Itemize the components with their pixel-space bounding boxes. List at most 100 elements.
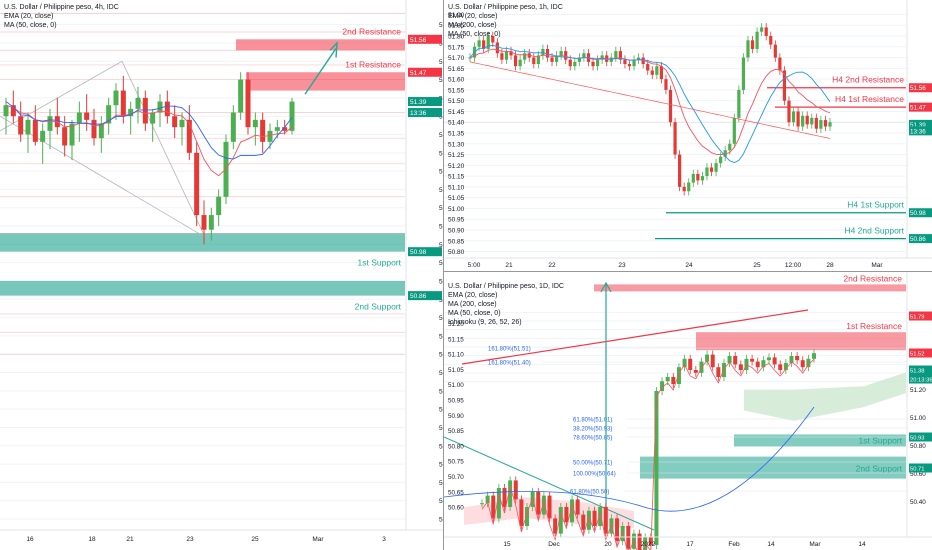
price-tag-1d [909, 348, 932, 358]
y-tick-1d-left: 51.15 [448, 336, 464, 343]
candle-body-1h [746, 40, 750, 58]
candle-body-4h [142, 97, 148, 124]
resistance-zone-label-1d: 1st Resistance [846, 321, 902, 331]
candle-body-4h [208, 215, 214, 230]
candle-body-1d [750, 358, 755, 362]
candle-body-1d [496, 488, 501, 519]
chart-1h-svg[interactable]: H4 2nd Resistance H4 1st Resistance H4 1st… [444, 0, 932, 271]
price-tag-4h [408, 97, 442, 107]
candle-body-4h [69, 123, 75, 146]
panel-divider-vertical[interactable] [443, 0, 444, 550]
y-tick-1h-left: 51.90 [448, 12, 465, 19]
chart-1h-panel[interactable]: H4 2nd Resistance H4 1st Resistance H4 1st… [444, 0, 932, 271]
candle-body-1h [737, 89, 741, 118]
resistance-zone-1d [696, 332, 906, 351]
trendline-green-1d [444, 436, 655, 531]
resistance-line-label-1h: H4 2nd Resistance [832, 75, 904, 85]
chart-1d-panel[interactable]: 2nd Resistance 1st Resistance 1st Support 2… [444, 272, 932, 550]
candle-body-1h [609, 57, 613, 62]
candle-body-1h [673, 122, 677, 155]
candle-body-4h [40, 130, 46, 142]
fib-label-1d: 38.20%(50.93) [573, 427, 612, 433]
candle-body-1h [678, 154, 682, 187]
x-tick-1d: Feb [728, 541, 740, 548]
chart-1d-svg[interactable]: 2nd Resistance 1st Resistance 1st Support 2… [444, 272, 932, 550]
chart-4h-svg[interactable]: 2nd Resistance 1st Resistance 1st Support 2… [0, 0, 443, 550]
y-tick-1h-left: 50.95 [448, 217, 465, 224]
candle-body-1h [814, 117, 818, 129]
candle-body-1h [559, 51, 563, 56]
candle-body-1h [486, 36, 490, 49]
candle-body-1d [761, 360, 766, 368]
candle-body-1h [632, 59, 636, 67]
y-tick-4h: 50.25 [439, 517, 443, 524]
x-tick-1h: Mar [871, 262, 883, 269]
x-tick-1d: Mar [809, 541, 821, 548]
candle-body-1h [614, 51, 618, 58]
fib-label-1d: 61.80%(51.01) [573, 418, 612, 424]
candle-body-1d [676, 367, 681, 384]
ma-line-1d [444, 406, 815, 512]
resistance-zone-1d [594, 284, 906, 292]
trendline-4h [121, 61, 206, 238]
y-tick-4h: 50.95 [439, 260, 443, 267]
price-tag-4h [408, 34, 442, 44]
price-tag-1h [909, 126, 932, 136]
candle-body-1d [716, 367, 721, 377]
y-tick-4h: 51.35 [439, 114, 443, 121]
candle-body-1h [564, 51, 568, 60]
y-tick-1h-left: 50.80 [448, 249, 465, 256]
y-tick-1h-left: 51.40 [448, 120, 465, 127]
price-tag-text-1d: 50.71 [910, 467, 925, 473]
x-tick-1h: 24 [685, 262, 693, 269]
y-tick-4h: 50.50 [439, 425, 443, 432]
panel-divider-horizontal[interactable] [444, 271, 932, 272]
candle-body-1d [603, 507, 608, 534]
candle-body-1h [523, 53, 527, 60]
candle-body-1h [664, 79, 668, 90]
candle-body-1d [575, 499, 580, 515]
candle-body-1d [778, 364, 783, 370]
y-tick-4h: 50.90 [439, 278, 443, 285]
price-tag-1h [909, 102, 932, 112]
ichimoku-cloud-1d [744, 372, 906, 421]
y-tick-1h-left: 51.50 [448, 98, 465, 105]
price-tag-text-1d: 51.38 [910, 369, 925, 375]
candle-body-1d [547, 495, 552, 519]
x-tick-1d: 14 [858, 541, 866, 548]
y-tick-1h-left: 51.25 [448, 152, 465, 159]
y-tick-4h: 50.55 [439, 407, 443, 414]
candle-body-4h [201, 215, 207, 230]
x-tick-1d: 15 [503, 541, 511, 548]
candle-body-4h [150, 112, 156, 124]
candle-body-1d [525, 507, 530, 526]
candle-body-4h [25, 119, 31, 135]
price-tag-text-4h: 50.98 [410, 249, 427, 256]
candle-body-1h [819, 120, 823, 129]
y-tick-4h: 50.85 [439, 297, 443, 304]
candle-body-4h [157, 101, 163, 113]
candle-body-1h [709, 167, 714, 172]
candle-body-1d [682, 358, 687, 368]
y-tick-4h: 50.70 [439, 352, 443, 359]
candle-body-1d [592, 510, 597, 526]
candle-body-1h [646, 64, 650, 71]
resistance-zone-4h [246, 72, 405, 91]
ema-line-4h [5, 104, 293, 177]
candle-body-1h [728, 143, 732, 151]
price-tag-1h [909, 119, 932, 129]
candle-body-1h [536, 55, 540, 65]
candle-body-1h [719, 156, 723, 164]
candle-body-1h [641, 57, 645, 65]
y-tick-1d-left: 51.10 [448, 352, 464, 359]
candle-body-1d [485, 495, 490, 504]
chart-4h-panel[interactable]: 2nd Resistance 1st Resistance 1st Support 2… [0, 0, 443, 550]
candle-body-1h [655, 66, 659, 75]
candle-body-1d [665, 377, 670, 382]
candle-body-4h [289, 101, 295, 131]
candle-body-1h [696, 173, 700, 181]
candle-body-1h [723, 150, 727, 157]
y-tick-4h: 50.35 [439, 480, 443, 487]
price-tag-4h [408, 291, 442, 301]
price-tag-text-4h: 13:36 [410, 110, 427, 117]
